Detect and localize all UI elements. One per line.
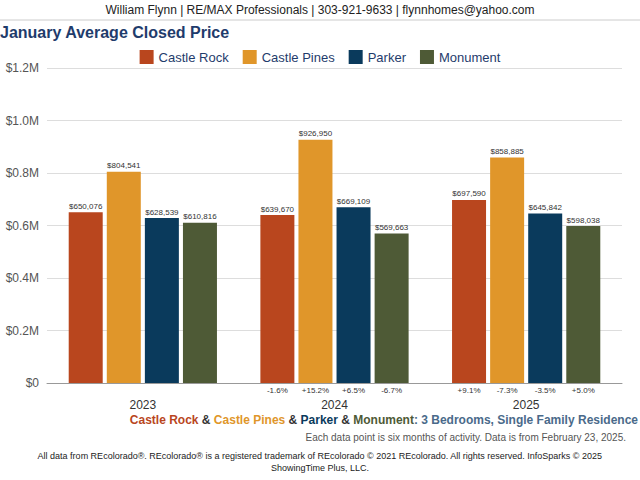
svg-text:: 3 Bedrooms, Single Family Re: : 3 Bedrooms, Single Family Residence	[414, 413, 638, 427]
svg-text:Castle Pines: Castle Pines	[262, 50, 335, 65]
svg-text:Each data point is six months: Each data point is six months of activit…	[305, 432, 626, 443]
svg-text:Monument: Monument	[353, 413, 414, 427]
svg-text:+5.0%: +5.0%	[572, 386, 595, 395]
svg-text:All data from REcolorado®. REc: All data from REcolorado®. REcolorado® i…	[38, 451, 602, 461]
svg-text:$0.6M: $0.6M	[6, 219, 39, 233]
svg-text:$610,816: $610,816	[183, 212, 217, 221]
svg-text:$1.0M: $1.0M	[6, 114, 39, 128]
svg-text:$0.4M: $0.4M	[6, 271, 39, 285]
svg-text:-7.3%: -7.3%	[497, 386, 518, 395]
svg-text:$628,539: $628,539	[145, 208, 179, 217]
svg-text:$569,663: $569,663	[375, 223, 409, 232]
svg-text:2024: 2024	[321, 398, 348, 412]
svg-text:$598,038: $598,038	[567, 216, 601, 225]
svg-text:$697,590: $697,590	[452, 189, 486, 198]
svg-text:Castle Rock: Castle Rock	[130, 413, 199, 427]
svg-text:Castle Pines: Castle Pines	[214, 413, 286, 427]
svg-text:&: &	[338, 413, 353, 427]
svg-text:&: &	[285, 413, 300, 427]
svg-text:$0.8M: $0.8M	[6, 166, 39, 180]
svg-text:Parker: Parker	[368, 50, 407, 65]
svg-text:Monument: Monument	[439, 50, 501, 65]
svg-text:$926,950: $926,950	[299, 129, 333, 138]
svg-text:+15.2%: +15.2%	[302, 386, 329, 395]
svg-text:+9.1%: +9.1%	[458, 386, 481, 395]
svg-text:-1.6%: -1.6%	[267, 386, 288, 395]
svg-text:$639,670: $639,670	[261, 205, 295, 214]
svg-text:-6.7%: -6.7%	[381, 386, 402, 395]
svg-text:William Flynn | RE/MAX Profess: William Flynn | RE/MAX Professionals | 3…	[105, 3, 534, 17]
svg-text:&: &	[199, 413, 214, 427]
svg-text:Castle Rock: Castle Rock	[159, 50, 230, 65]
svg-text:$1.2M: $1.2M	[6, 61, 39, 75]
svg-text:Parker: Parker	[301, 413, 339, 427]
svg-text:2025: 2025	[513, 398, 540, 412]
svg-text:-3.5%: -3.5%	[535, 386, 556, 395]
svg-text:$650,076: $650,076	[69, 202, 103, 211]
svg-text:January Average Closed Price: January Average Closed Price	[0, 24, 229, 41]
svg-text:$645,842: $645,842	[529, 203, 563, 212]
svg-text:ShowingTime Plus, LLC.: ShowingTime Plus, LLC.	[271, 463, 369, 473]
svg-text:+6.5%: +6.5%	[342, 386, 365, 395]
svg-text:$0.2M: $0.2M	[6, 324, 39, 338]
svg-text:$858,885: $858,885	[490, 147, 524, 156]
svg-text:$804,541: $804,541	[107, 161, 141, 170]
svg-text:$0: $0	[26, 376, 40, 390]
svg-text:$669,109: $669,109	[337, 197, 371, 206]
svg-text:2023: 2023	[129, 398, 156, 412]
